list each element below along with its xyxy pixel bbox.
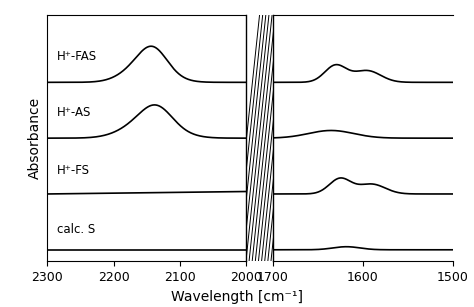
Text: H⁺-FS: H⁺-FS (57, 164, 91, 177)
Text: H⁺-FAS: H⁺-FAS (57, 50, 98, 63)
Text: calc. S: calc. S (57, 223, 96, 236)
Y-axis label: Absorbance: Absorbance (28, 97, 42, 179)
Text: H⁺-AS: H⁺-AS (57, 106, 92, 119)
Text: Wavelength [cm⁻¹]: Wavelength [cm⁻¹] (171, 290, 303, 304)
